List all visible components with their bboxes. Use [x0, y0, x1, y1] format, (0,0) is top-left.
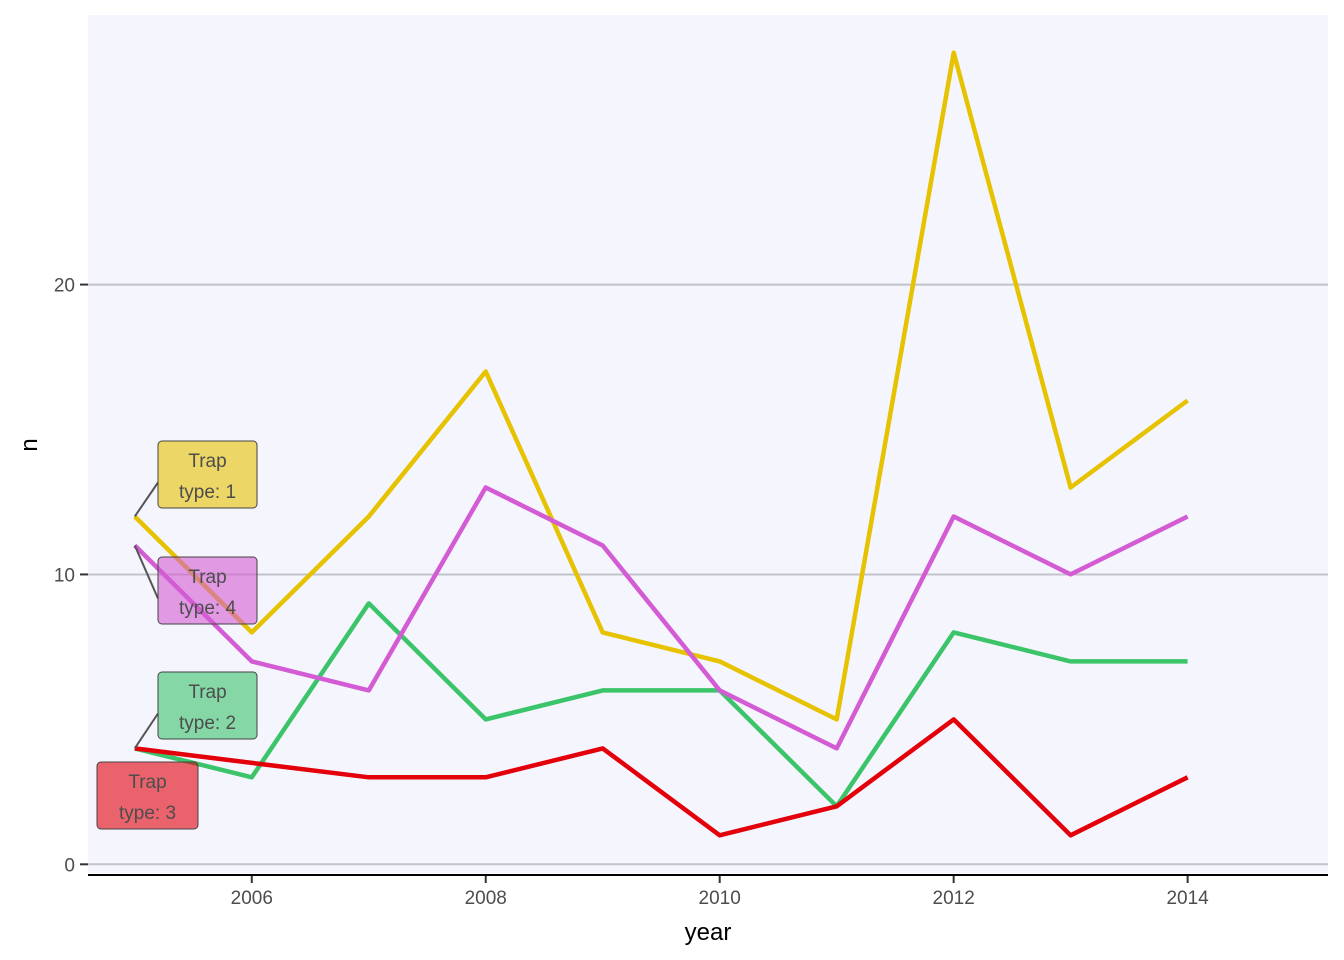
x-tick-label: 2006	[231, 888, 273, 909]
x-tick-label: 2008	[465, 888, 507, 909]
series-labels: Trap type: 1 Trap type: 2 Trap type: 3 Trap typ…	[96, 440, 258, 830]
label-box	[157, 440, 258, 509]
y-tick-label: 10	[54, 565, 75, 586]
series-line-4	[133, 485, 1189, 751]
y-tick-label: 20	[54, 276, 75, 297]
x-axis-ticks: 2006 2008 2010 2012 2014	[231, 876, 1209, 909]
y-axis-ticks: 0 10 20	[54, 276, 88, 876]
x-tick-label: 2010	[699, 888, 741, 909]
series-label-2: Trap type: 2	[133, 671, 258, 749]
y-axis-title: n	[16, 438, 43, 451]
x-axis-title: year	[685, 919, 732, 946]
label-leader-line	[133, 545, 159, 599]
series-lines	[133, 50, 1189, 838]
plot-panel	[88, 15, 1328, 873]
label-text: type: 3	[119, 803, 176, 824]
x-tick-label: 2014	[1166, 888, 1209, 909]
label-text: type: 2	[179, 713, 236, 734]
label-box	[157, 556, 258, 625]
label-leader-line	[133, 481, 159, 518]
label-box	[96, 761, 199, 830]
series-label-3: Trap type: 3	[96, 761, 199, 830]
label-text: Trap	[128, 772, 166, 793]
label-text: type: 4	[179, 598, 236, 619]
series-line-3	[134, 717, 1189, 838]
label-text: Trap	[188, 451, 226, 472]
series-line-2	[134, 601, 1188, 809]
label-text: type: 1	[179, 482, 236, 503]
y-tick-label: 0	[64, 855, 75, 876]
series-line-1	[133, 50, 1189, 722]
label-text: Trap	[188, 682, 226, 703]
label-box	[157, 671, 258, 740]
x-tick-label: 2012	[933, 888, 975, 909]
series-label-4: Trap type: 4	[133, 545, 258, 625]
label-text: Trap	[188, 567, 226, 588]
series-label-1: Trap type: 1	[133, 440, 258, 518]
grid-lines	[88, 283, 1328, 866]
label-leader-line	[133, 712, 159, 749]
